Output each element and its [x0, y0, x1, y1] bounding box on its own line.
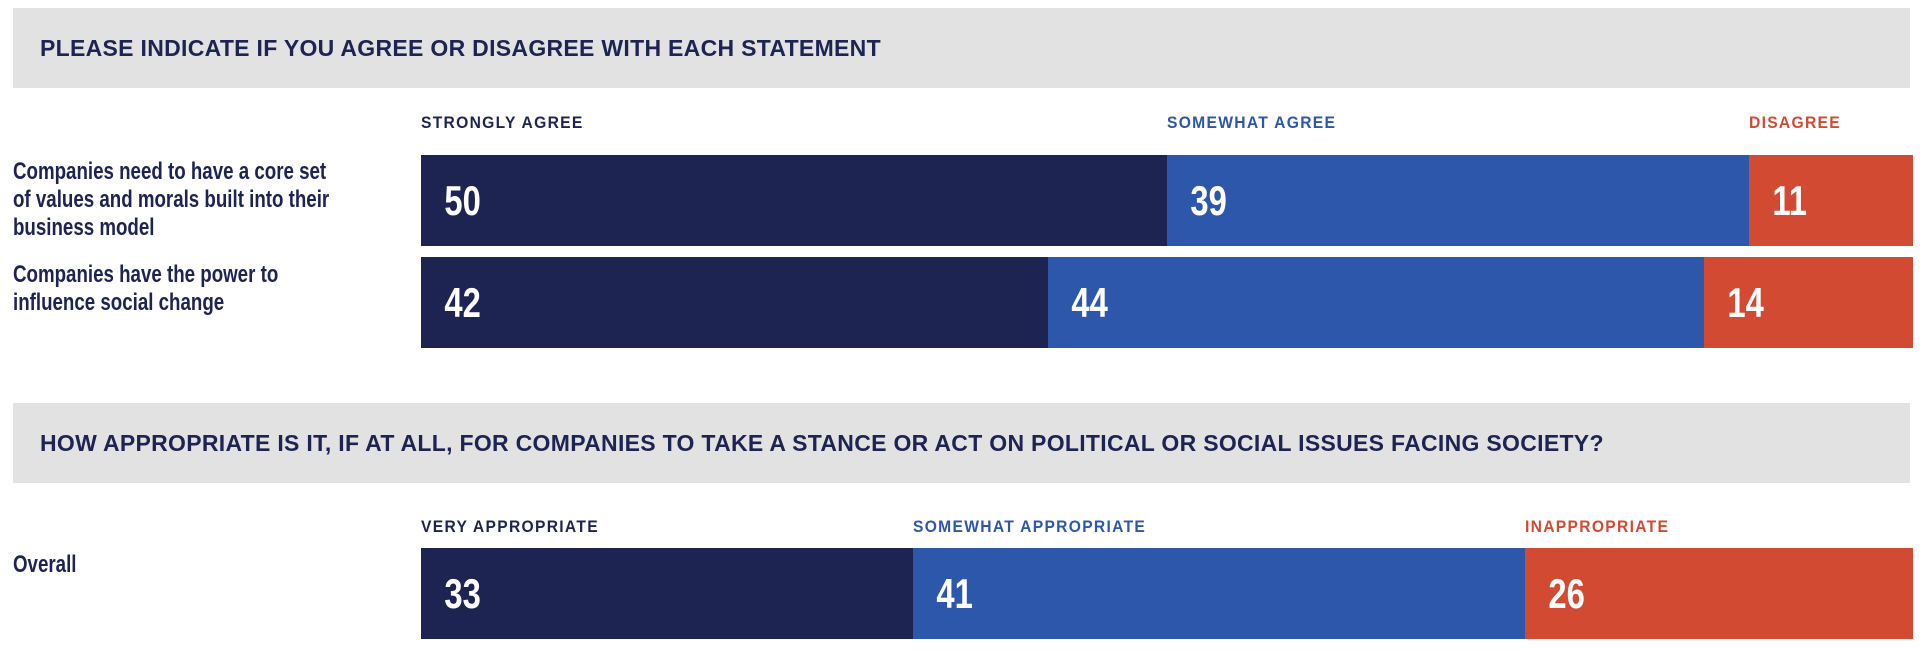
bar-value: 33 — [444, 569, 481, 617]
legend-label-somewhat-agree: SOMEWHAT AGREE — [1167, 113, 1337, 132]
legend-label-disagree: DISAGREE — [1748, 113, 1841, 132]
bar-value: 14 — [1727, 278, 1764, 326]
bar-segment-somewhat-agree: 44 — [1047, 257, 1705, 348]
bar-segment-very-appropriate: 33 — [421, 548, 914, 639]
stacked-bar-row: 33 41 26 — [421, 548, 1913, 639]
bar-value: 26 — [1548, 569, 1585, 617]
bar-value: 42 — [444, 278, 481, 326]
bar-segment-strongly-agree: 50 — [421, 155, 1167, 246]
bar-segment-inappropriate: 26 — [1525, 548, 1913, 639]
row-label: Companies need to have a core set of valu… — [13, 158, 330, 241]
row-label: Overall — [13, 551, 77, 578]
bar-segment-disagree: 14 — [1704, 257, 1913, 348]
bar-value: 50 — [444, 176, 481, 224]
legend-label-very-appropriate: VERY APPROPRIATE — [421, 517, 599, 536]
section2-title: HOW APPROPRIATE IS IT, IF AT ALL, FOR CO… — [40, 429, 1604, 456]
bar-segment-somewhat-agree: 39 — [1167, 155, 1749, 246]
section1-title: PLEASE INDICATE IF YOU AGREE OR DISAGREE… — [40, 34, 881, 61]
legend-label-strongly-agree: STRONGLY AGREE — [421, 113, 584, 132]
section2-title-bar: HOW APPROPRIATE IS IT, IF AT ALL, FOR CO… — [13, 403, 1910, 483]
legend-label-inappropriate: INAPPROPRIATE — [1525, 517, 1670, 536]
section1-legend: STRONGLY AGREE SOMEWHAT AGREE DISAGREE — [421, 113, 1913, 135]
bar-value: 11 — [1772, 176, 1807, 224]
section2-legend: VERY APPROPRIATE SOMEWHAT APPROPRIATE INAP… — [421, 517, 1913, 539]
bar-segment-disagree: 11 — [1748, 155, 1913, 246]
stacked-bar-row: 42 44 14 — [421, 257, 1913, 348]
bar-segment-strongly-agree: 42 — [421, 257, 1048, 348]
stacked-bar-row: 50 39 11 — [421, 155, 1913, 246]
bar-value: 44 — [1071, 278, 1108, 326]
legend-label-somewhat-appropriate: SOMEWHAT APPROPRIATE — [913, 517, 1147, 536]
bar-segment-somewhat-appropriate: 41 — [913, 548, 1526, 639]
section1-title-bar: PLEASE INDICATE IF YOU AGREE OR DISAGREE… — [13, 8, 1910, 88]
bar-value: 41 — [936, 569, 974, 617]
bar-value: 39 — [1190, 176, 1227, 224]
row-label: Companies have the power to influence soc… — [13, 261, 279, 316]
